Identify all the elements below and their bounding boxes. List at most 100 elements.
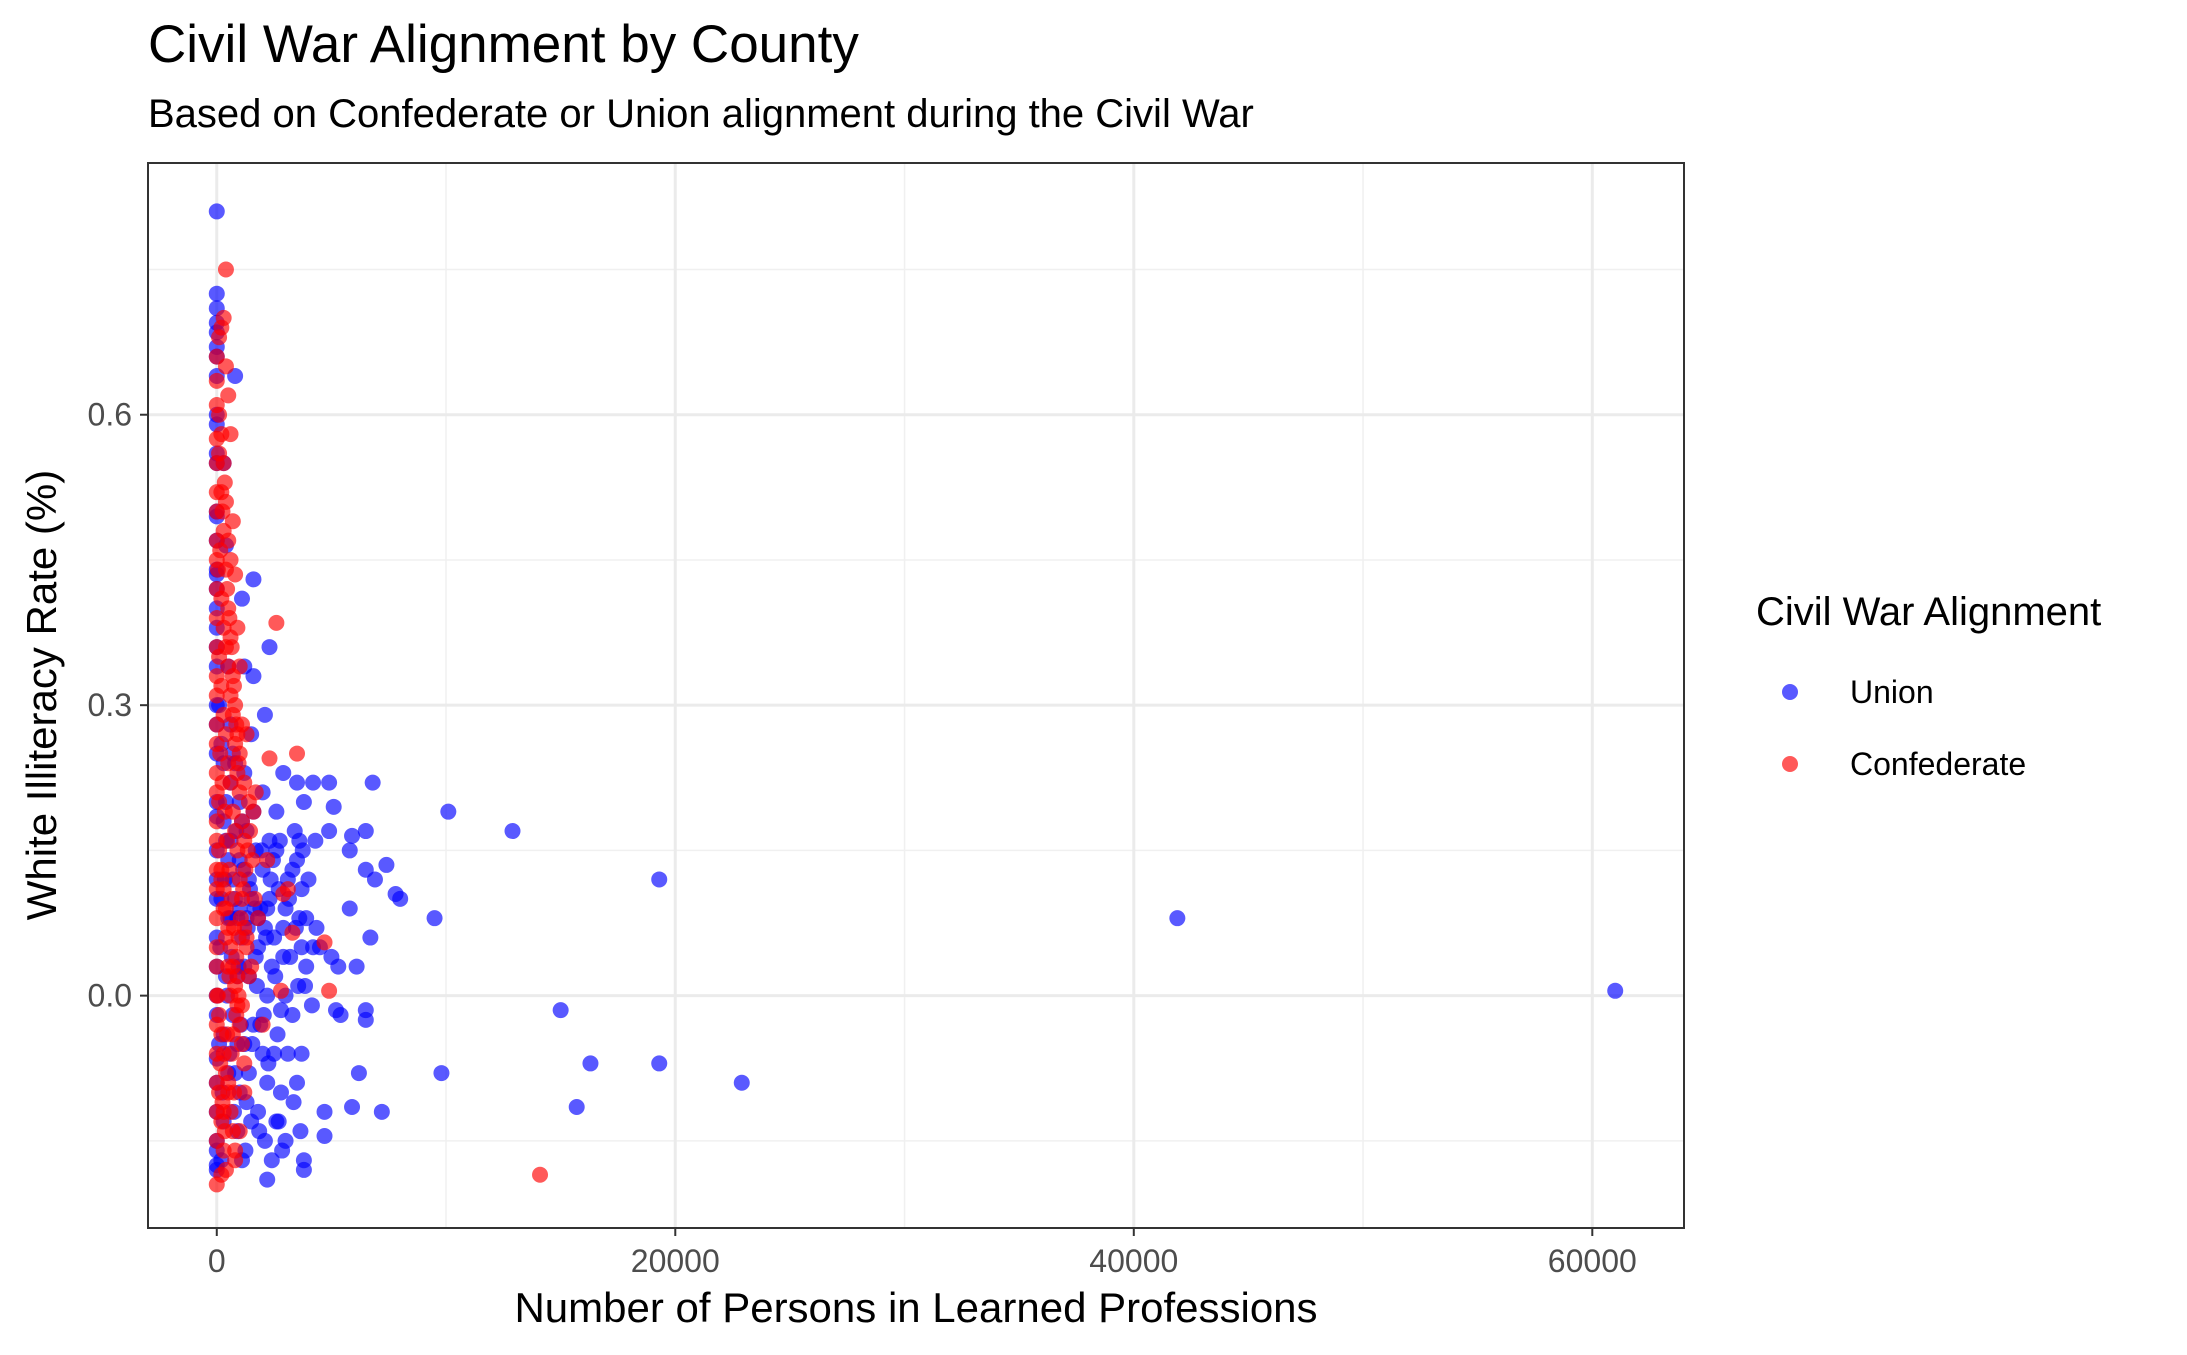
data-point-union [305, 774, 322, 791]
data-point-union [284, 1007, 301, 1023]
data-point-confederate [223, 639, 240, 656]
legend-key-confederate [1782, 756, 1798, 772]
data-point-confederate [235, 881, 252, 898]
data-point-confederate [222, 551, 239, 568]
data-point-union [266, 929, 283, 946]
plot-border [147, 162, 1685, 1229]
data-point-confederate [261, 750, 278, 767]
data-point-union [268, 803, 285, 820]
data-point-union [582, 1055, 599, 1072]
legend-title: Civil War Alignment [1756, 590, 2101, 634]
data-point-confederate [219, 1026, 236, 1043]
data-point-confederate [230, 987, 247, 1004]
data-point-confederate [209, 987, 226, 1004]
data-point-union [254, 1045, 271, 1062]
data-point-confederate [216, 474, 233, 491]
data-point-union [286, 823, 303, 840]
data-point-confederate [242, 823, 259, 840]
data-point-union [289, 774, 306, 791]
data-point-confederate [214, 1094, 231, 1111]
data-point-confederate [228, 1007, 245, 1023]
data-point-union [293, 939, 310, 956]
data-point-confederate [215, 706, 232, 723]
data-point-union [259, 1171, 276, 1188]
data-point-confederate [236, 1055, 253, 1072]
data-point-union [285, 1094, 302, 1111]
data-point-confederate [212, 542, 229, 559]
data-point-confederate [230, 929, 247, 946]
y-tick-label: 0.0 [88, 978, 132, 1014]
x-tick-label: 40000 [1089, 1243, 1178, 1279]
data-point-union [316, 1103, 333, 1120]
data-point-confederate [225, 677, 242, 694]
data-point-union [433, 1065, 450, 1082]
data-point-confederate [284, 924, 301, 941]
data-point-union [293, 881, 310, 898]
data-point-union [357, 823, 374, 840]
data-point-union [292, 1123, 309, 1140]
data-point-confederate [219, 832, 236, 849]
y-axis-title: White Illiteracy Rate (%) [18, 470, 65, 920]
series-layer [208, 203, 1624, 1193]
data-point-union [504, 823, 521, 840]
data-point-confederate [221, 861, 238, 878]
data-point-union [332, 1007, 349, 1023]
data-point-union [274, 1142, 291, 1159]
data-point-confederate [532, 1166, 549, 1183]
data-point-confederate [316, 934, 333, 951]
data-point-confederate [246, 890, 263, 907]
data-point-union [348, 958, 365, 975]
data-point-confederate [217, 261, 234, 278]
data-point-union [295, 1161, 312, 1178]
data-point-union [568, 1098, 585, 1115]
data-point-union [373, 1103, 390, 1120]
data-point-confederate [219, 581, 236, 597]
data-point-union [295, 794, 312, 810]
data-point-union [289, 1074, 306, 1091]
data-point-union [294, 842, 311, 859]
data-point-union [298, 958, 315, 975]
data-point-union [440, 803, 457, 820]
x-axis: 0 20000 40000 60000 [208, 1228, 1637, 1279]
data-point-union [303, 997, 320, 1014]
data-point-confederate [225, 1084, 242, 1101]
grid-major [148, 163, 1684, 1228]
data-point-confederate [215, 455, 232, 472]
data-point-union [269, 1026, 286, 1043]
data-point-confederate [244, 852, 261, 869]
data-point-union [256, 706, 273, 723]
data-point-union [262, 871, 279, 888]
data-point-confederate [217, 1161, 234, 1178]
y-axis: 0.0 0.3 0.6 [88, 397, 148, 1014]
data-point-union [275, 948, 292, 965]
data-point-union [651, 1055, 668, 1072]
data-point-confederate [215, 1142, 232, 1159]
data-point-union [1607, 982, 1624, 999]
data-point-confederate [213, 677, 230, 694]
data-point-confederate [254, 1016, 271, 1033]
data-point-union [426, 910, 443, 927]
data-point-confederate [216, 1123, 233, 1140]
data-point-union [284, 861, 301, 878]
data-point-confederate [212, 1055, 229, 1072]
data-point-union [387, 885, 404, 902]
data-point-union [364, 774, 381, 791]
data-point-confederate [217, 726, 234, 743]
grid-minor [148, 163, 1684, 1228]
data-point-union [378, 856, 395, 873]
data-point-confederate [230, 755, 247, 772]
data-point-union [321, 823, 338, 840]
data-point-union [208, 203, 225, 220]
data-point-confederate [321, 982, 338, 999]
data-point-confederate [211, 648, 228, 665]
plot-panel [148, 163, 1684, 1228]
data-point-confederate [223, 890, 240, 907]
data-point-confederate [228, 948, 245, 965]
data-point-confederate [279, 881, 296, 898]
data-point-union [321, 774, 338, 791]
data-point-union [259, 987, 276, 1004]
data-point-union [261, 639, 278, 656]
data-point-union [341, 900, 358, 917]
data-point-union [357, 1011, 374, 1028]
